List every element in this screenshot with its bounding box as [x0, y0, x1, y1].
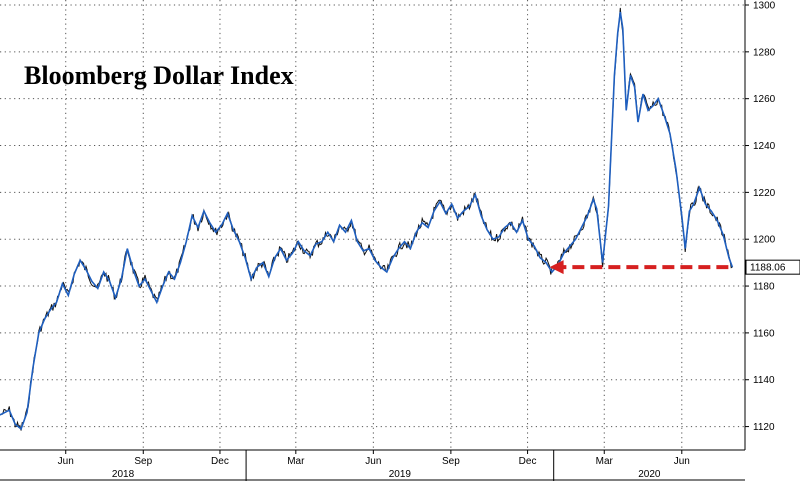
year-label: 2018	[112, 469, 135, 480]
y-axis: 1120 1140 1160 1180 1200 1220 1240 1260 1280 1300	[744, 0, 776, 450]
x-axis: Jun Sep Dec Mar Jun Sep Dec Mar Jun 2018 2019 2020	[0, 449, 745, 481]
series-layer	[0, 7, 734, 431]
grid	[0, 0, 745, 450]
year-label: 2019	[389, 469, 412, 480]
x-tick-label: Jun	[58, 456, 74, 467]
year-label: 2020	[638, 469, 661, 480]
last-value-box	[745, 259, 800, 275]
y-tick-label: 1180	[753, 282, 775, 293]
last-value-label: 1188.06	[745, 259, 800, 275]
callout-arrowhead	[549, 260, 564, 275]
y-tick-label: 1280	[753, 47, 776, 58]
x-tick-label: Dec	[211, 456, 229, 467]
x-tick-label: Jun	[365, 456, 381, 467]
annotation-layer	[549, 260, 729, 275]
x-tick-label: Sep	[442, 456, 460, 467]
x-tick-label: Mar	[287, 456, 305, 467]
y-tick-label: 1220	[753, 188, 776, 199]
x-tick-label: Dec	[519, 456, 537, 467]
y-tick-label: 1240	[753, 141, 776, 152]
y-tick-label: 1160	[753, 328, 775, 339]
year-separators	[245, 450, 555, 481]
last-value-text: 1188.06	[750, 263, 786, 274]
y-tick-label: 1140	[753, 375, 775, 386]
y-tick-label: 1300	[753, 1, 776, 12]
x-tick-label: Jun	[674, 456, 690, 467]
y-tick-label: 1120	[753, 422, 775, 433]
x-tick-label: Mar	[596, 456, 614, 467]
y-tick-label: 1260	[753, 94, 776, 105]
x-tick-label: Sep	[134, 456, 152, 467]
series-line	[0, 11, 734, 431]
y-tick-label: 1200	[753, 235, 776, 246]
chart-title: Bloomberg Dollar Index	[24, 61, 294, 90]
